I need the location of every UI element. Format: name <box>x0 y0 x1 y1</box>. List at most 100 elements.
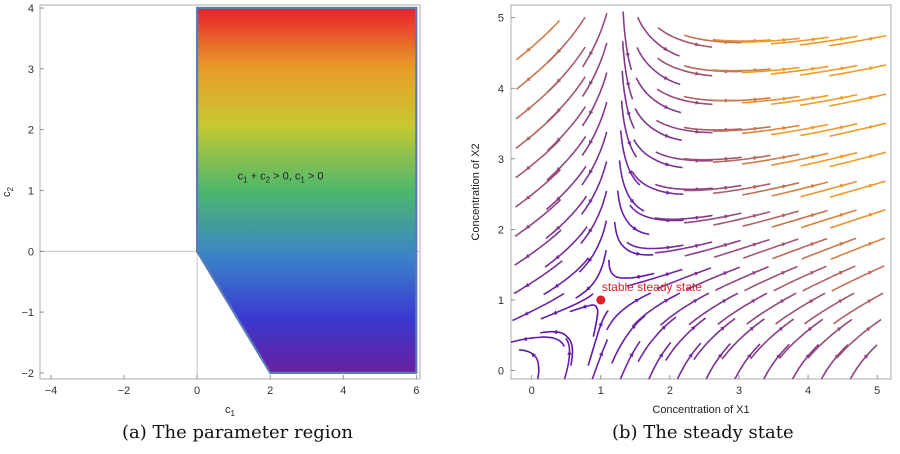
stream-arrow <box>663 75 669 80</box>
stream-arrow <box>589 80 594 86</box>
stream-line <box>512 292 565 322</box>
stream-line <box>705 343 732 379</box>
right-y-tick-label: 5 <box>498 13 504 25</box>
stream-arrow <box>724 214 730 219</box>
stream-arrow <box>838 271 844 275</box>
stream-line <box>543 257 590 296</box>
stream-line <box>633 139 683 169</box>
stream-arrow <box>811 154 816 160</box>
stream-arrow <box>637 274 643 280</box>
stream-line <box>741 124 800 135</box>
stream-line <box>721 318 765 360</box>
stream-line <box>611 314 646 364</box>
stream-line <box>540 330 574 366</box>
stream-arrow <box>778 326 784 332</box>
stream-arrow <box>556 137 561 143</box>
stream-line <box>622 11 633 71</box>
stream-arrow <box>869 125 874 130</box>
stream-line <box>771 123 829 136</box>
stream-arrow <box>625 82 630 88</box>
stream-arrow <box>753 97 759 102</box>
left-x-tick-label: 4 <box>340 385 346 397</box>
stream-line <box>581 101 608 156</box>
stream-arrow <box>780 299 786 304</box>
stream-line <box>546 106 587 152</box>
stream-line <box>800 123 858 137</box>
stream-line <box>581 12 608 68</box>
stream-line <box>616 190 650 236</box>
stream-arrow <box>625 52 630 58</box>
stream-arrow <box>666 245 672 250</box>
stream-arrow <box>695 100 700 105</box>
stream-line <box>578 220 608 273</box>
stream-line <box>547 46 586 93</box>
stream-arrow <box>626 111 631 117</box>
stream-arrow <box>523 311 529 316</box>
stream-arrow <box>522 336 527 341</box>
stream-line <box>799 64 858 76</box>
stream-line <box>804 292 855 325</box>
right-x-tick-label: 5 <box>874 385 880 397</box>
stream-line <box>655 151 713 162</box>
stream-line <box>581 72 608 127</box>
stream-line <box>836 318 882 359</box>
stream-line <box>665 317 707 361</box>
stream-line <box>714 265 769 292</box>
stream-arrow <box>688 352 693 358</box>
stream-arrow <box>811 184 816 189</box>
stream-arrow <box>636 251 641 256</box>
left-x-axis-label: c1 <box>225 404 236 418</box>
stream-line <box>619 130 641 186</box>
stream-arrow <box>552 310 558 315</box>
stream-arrow <box>752 242 758 247</box>
left-y-tick-label: 0 <box>28 246 34 258</box>
stream-arrow <box>811 66 817 72</box>
stream-line <box>744 265 798 292</box>
stream-line <box>587 309 609 366</box>
stream-line <box>654 214 713 221</box>
stream-arrow <box>695 215 701 220</box>
left-y-tick-label: 3 <box>28 64 34 76</box>
stream-line <box>540 293 594 320</box>
stream-arrow <box>531 352 536 358</box>
left-y-axis-label: c2 <box>1 186 15 197</box>
stream-line <box>580 190 608 245</box>
stream-arrow <box>555 196 561 202</box>
stream-arrow <box>840 66 846 71</box>
stream-line <box>514 229 562 266</box>
stream-arrow <box>632 226 638 231</box>
stream-line <box>746 292 797 325</box>
stream-line <box>800 35 858 46</box>
right-x-tick-label: 4 <box>805 385 811 397</box>
left-y-tick-label: 2 <box>28 125 34 137</box>
stream-line <box>771 209 828 228</box>
stream-line <box>648 341 672 379</box>
stream-line <box>631 171 684 195</box>
stream-line <box>849 344 878 379</box>
stream-line <box>636 47 681 86</box>
stream-line <box>829 64 887 77</box>
stream-line <box>829 122 887 137</box>
stream-line <box>613 221 654 256</box>
stream-arrow <box>588 169 593 175</box>
stream-line <box>684 65 742 73</box>
stream-line <box>741 66 800 74</box>
left-x-tick-label: −2 <box>118 385 131 397</box>
stream-line <box>546 135 587 181</box>
stream-arrow <box>723 271 729 276</box>
stream-arrow <box>838 299 844 304</box>
stream-arrow <box>589 139 594 145</box>
stream-arrow <box>753 155 759 161</box>
stream-line <box>635 77 682 114</box>
stream-line <box>636 16 680 57</box>
stream-line <box>580 161 608 215</box>
stream-arrow <box>628 170 632 176</box>
stream-line <box>545 165 587 211</box>
stream-arrow <box>556 78 562 84</box>
parameter-region-chart: −4 −2 0 2 4 6 −2 −1 0 1 2 3 4 c1 + c2 > 0, c1 > 0 c1… <box>1 3 421 418</box>
right-x-tick-label: 2 <box>667 385 673 397</box>
stream-arrow <box>694 42 700 47</box>
stream-arrow <box>866 326 871 332</box>
stream-arrow <box>634 298 640 303</box>
left-x-tick-label: 2 <box>267 385 273 397</box>
